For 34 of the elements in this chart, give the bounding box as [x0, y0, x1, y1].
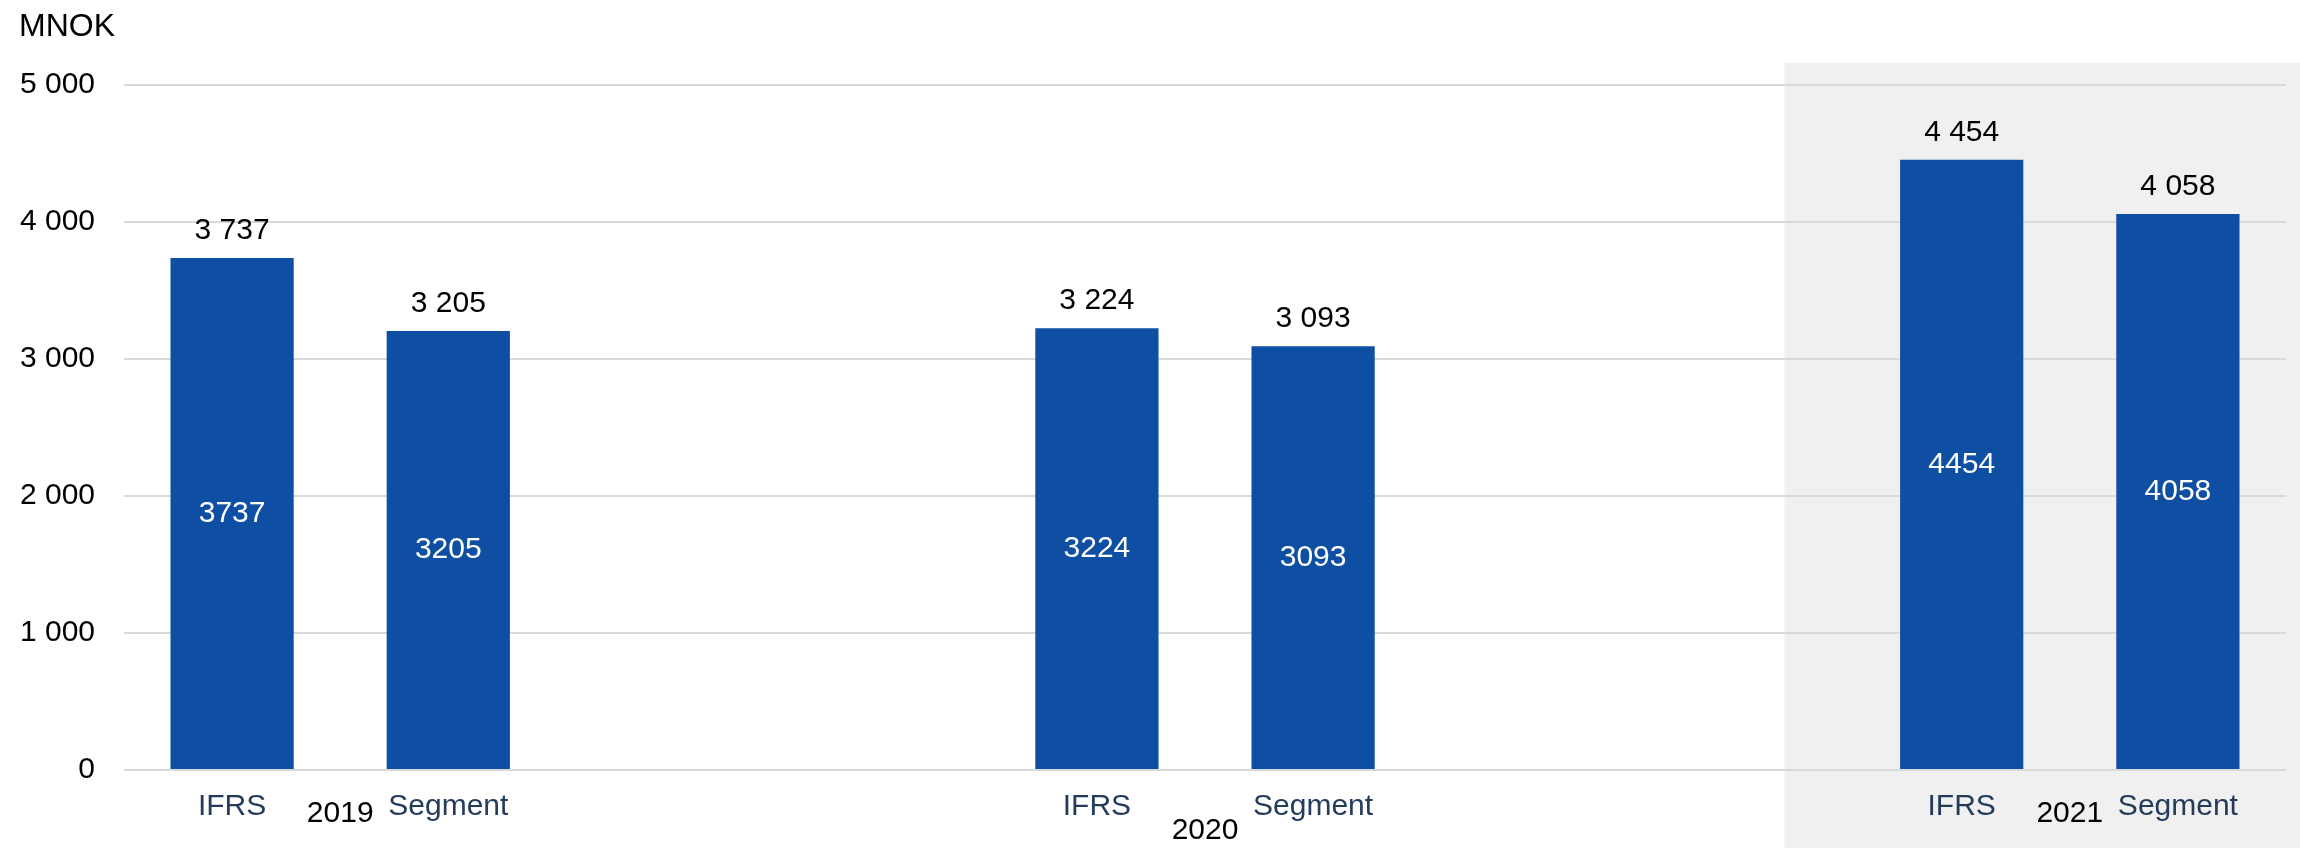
bar — [2116, 214, 2240, 769]
bar — [1251, 346, 1375, 769]
series-label: Segment — [388, 788, 509, 822]
x-tick-label: 2020 — [1171, 812, 1239, 846]
text: IFRS — [1062, 788, 1132, 822]
y-tick-label: 2 000 — [19, 477, 95, 511]
data-label: 3 093 — [1275, 300, 1351, 334]
data-label: 4 058 — [2140, 168, 2216, 202]
bar — [170, 258, 294, 769]
bar — [1035, 328, 1159, 769]
data-label: 3 224 — [1059, 282, 1135, 316]
y-tick-label: 3 000 — [19, 340, 95, 374]
annotation: 4454 — [1928, 445, 1996, 479]
x-tick-label: 2021 — [2036, 795, 2104, 829]
text: Segment — [1253, 788, 1374, 822]
text: IFRS — [1927, 788, 1996, 822]
x-tick-label: 2019 — [306, 795, 374, 829]
annotation: 3224 — [1063, 529, 1131, 563]
data-label: 3 737 — [194, 212, 270, 246]
data-label: 4 454 — [1924, 113, 2000, 147]
y-tick-label: 5 000 — [19, 66, 95, 100]
annotation: 3737 — [198, 494, 266, 528]
bar — [1900, 159, 2024, 769]
y-axis-title: MNOK — [19, 6, 115, 43]
y-tick-label: 1 000 — [19, 614, 95, 648]
annotation: 4058 — [2144, 472, 2212, 506]
bar — [386, 330, 510, 769]
y-tick-label: 4 000 — [19, 203, 95, 237]
y-tick-label: 0 — [78, 751, 95, 785]
annotation: 3205 — [414, 531, 482, 565]
annotation: 3093 — [1279, 538, 1347, 572]
text: Segment — [2117, 788, 2238, 822]
data-label: 3 205 — [410, 284, 486, 318]
series-label: IFRS — [197, 788, 267, 822]
